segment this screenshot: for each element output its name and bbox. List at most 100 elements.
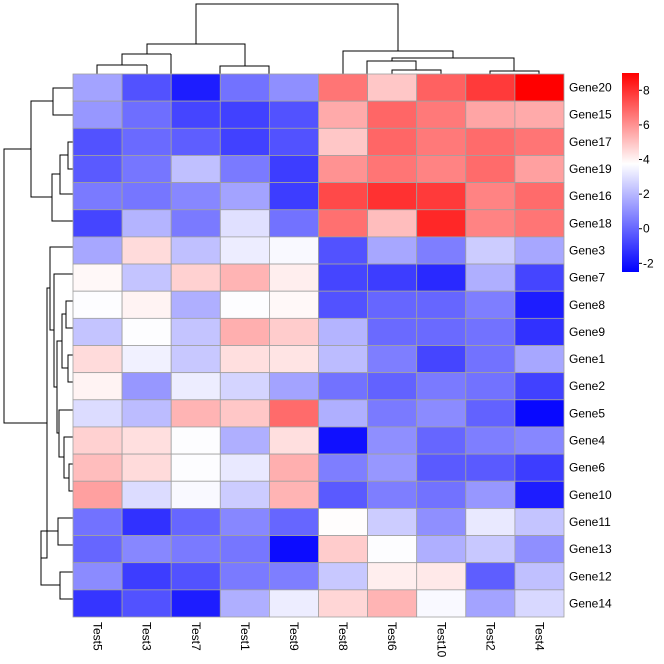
dendro-row-link xyxy=(30,100,53,198)
row-label: Gene9 xyxy=(569,325,605,339)
dendro-col-link xyxy=(146,43,246,66)
heatmap-cell-gene16-test1 xyxy=(219,182,270,211)
heatmap-cell-gene19-test2 xyxy=(465,155,516,183)
heatmap-cell-gene13-test8 xyxy=(318,535,368,564)
heatmap-cell-gene4-test2 xyxy=(465,426,516,455)
heatmap-cell-gene17-test1 xyxy=(219,127,270,156)
row-label: Gene8 xyxy=(569,298,605,312)
heatmap-cell-gene11-test7 xyxy=(170,507,221,536)
row-label: Gene15 xyxy=(569,108,612,122)
heatmap-cell-gene1-test1 xyxy=(219,345,270,374)
heatmap-cell-gene17-test7 xyxy=(170,127,221,156)
heatmap-cell-gene18-test1 xyxy=(219,209,270,238)
heatmap-cell-gene5-test1 xyxy=(219,399,270,428)
heatmap-cells xyxy=(72,73,565,618)
row-label: Gene5 xyxy=(569,406,605,420)
heatmap-cell-gene9-test4 xyxy=(514,317,565,346)
heatmap-cell-gene8-test1 xyxy=(219,290,270,319)
heatmap-cell-gene7-test8 xyxy=(318,263,368,292)
heatmap-cell-gene9-test1 xyxy=(219,317,270,346)
heatmap-cell-gene14-test7 xyxy=(170,589,221,618)
heatmap-cell-gene7-test10 xyxy=(416,263,467,292)
heatmap-cell-gene7-test5 xyxy=(72,263,123,292)
heatmap-cell-gene15-test3 xyxy=(121,100,172,129)
heatmap-cell-gene2-test3 xyxy=(121,372,172,401)
legend-tick-label: 6 xyxy=(643,118,650,132)
heatmap-cell-gene16-test3 xyxy=(121,182,172,211)
heatmap-cell-gene1-test7 xyxy=(170,345,221,374)
heatmap-cell-gene5-test7 xyxy=(170,399,221,428)
heatmap-cell-gene13-test4 xyxy=(514,535,565,564)
heatmap-cell-gene4-test9 xyxy=(268,426,319,455)
legend-tick-label: -2 xyxy=(643,256,654,270)
heatmap-cell-gene6-test1 xyxy=(219,453,270,482)
heatmap-cell-gene6-test3 xyxy=(121,453,172,482)
heatmap-cell-gene10-test7 xyxy=(170,480,221,509)
heatmap-cell-gene10-test4 xyxy=(514,480,565,509)
heatmap-cell-gene12-test6 xyxy=(367,562,418,591)
heatmap-cell-gene12-test4 xyxy=(514,562,565,591)
heatmap-cell-gene20-test4 xyxy=(514,73,565,102)
row-label: Gene2 xyxy=(569,379,605,393)
heatmap-cell-gene6-test6 xyxy=(367,453,418,482)
heatmap-cell-gene17-test4 xyxy=(514,127,565,156)
heatmap-cell-gene15-test10 xyxy=(416,100,467,129)
heatmap-cell-gene16-test6 xyxy=(367,182,418,211)
heatmap-cell-gene14-test6 xyxy=(367,589,418,618)
heatmap-cell-gene4-test10 xyxy=(416,426,467,455)
heatmap-cell-gene8-test2 xyxy=(465,290,516,319)
heatmap-cell-gene1-test10 xyxy=(416,345,467,374)
heatmap-cell-gene1-test5 xyxy=(72,345,123,374)
heatmap-cell-gene17-test3 xyxy=(121,127,172,156)
column-labels: Test5 Test3 Test7 Test1 Test9 Test8 Test6 Test1… xyxy=(91,622,547,658)
heatmap-cell-gene12-test5 xyxy=(72,562,123,591)
heatmap-cell-gene15-test2 xyxy=(465,100,516,129)
heatmap-cell-gene6-test10 xyxy=(416,453,467,482)
heatmap-cell-gene7-test2 xyxy=(465,263,516,292)
heatmap-cell-gene2-test10 xyxy=(416,372,467,401)
heatmap-cell-gene18-test5 xyxy=(72,209,123,238)
heatmap-cell-gene3-test6 xyxy=(367,236,418,265)
heatmap-cell-gene1-test4 xyxy=(514,345,565,374)
heatmap-cell-gene10-test1 xyxy=(219,480,270,509)
legend-tick-label: 0 xyxy=(643,222,650,236)
heatmap-cell-gene16-test10 xyxy=(416,182,467,211)
heatmap-cell-gene17-test5 xyxy=(72,127,123,156)
heatmap-cell-gene8-test9 xyxy=(268,290,319,319)
row-label: Gene7 xyxy=(569,271,605,285)
heatmap-cell-gene12-test7 xyxy=(170,562,221,591)
heatmap-cell-gene16-test2 xyxy=(465,182,516,211)
heatmap-cell-gene8-test4 xyxy=(514,290,565,319)
heatmap-cell-gene12-test1 xyxy=(219,562,270,591)
heatmap-cell-gene11-test10 xyxy=(416,507,467,536)
heatmap-cell-gene13-test7 xyxy=(170,535,221,564)
heatmap-cell-gene13-test5 xyxy=(72,535,123,564)
heatmap-cell-gene12-test10 xyxy=(416,562,467,591)
heatmap-cell-gene13-test10 xyxy=(416,535,467,564)
heatmap-cell-gene20-test1 xyxy=(219,73,270,102)
heatmap-cell-gene11-test2 xyxy=(465,507,516,536)
heatmap-cell-gene14-test3 xyxy=(121,589,172,618)
heatmap-cell-gene20-test5 xyxy=(72,73,123,102)
heatmap-cell-gene13-test3 xyxy=(121,535,172,564)
heatmap-cell-gene4-test8 xyxy=(318,426,368,455)
row-labels: Gene20 Gene15 Gene17 Gene19 Gene16 Gene18 Gene… xyxy=(569,81,612,611)
column-label: Test6 xyxy=(385,622,399,651)
column-label: Test1 xyxy=(238,622,252,651)
dendro-row-link xyxy=(59,571,73,600)
heatmap-cell-gene10-test9 xyxy=(268,480,319,509)
heatmap-cell-gene8-test6 xyxy=(367,290,418,319)
row-label: Gene1 xyxy=(569,352,605,366)
heatmap-cell-gene13-test2 xyxy=(465,535,516,564)
heatmap-cell-gene12-test2 xyxy=(465,562,516,591)
column-dendrogram xyxy=(96,3,540,74)
dendro-row-link xyxy=(65,300,73,329)
heatmap-cell-gene14-test4 xyxy=(514,589,565,618)
heatmap-cell-gene3-test8 xyxy=(318,236,368,265)
heatmap-cell-gene7-test4 xyxy=(514,263,565,292)
heatmap-cell-gene4-test7 xyxy=(170,426,221,455)
heatmap-cell-gene15-test1 xyxy=(219,100,270,129)
dendro-col-link xyxy=(219,65,270,74)
dendro-row-link xyxy=(67,354,73,383)
heatmap-cell-gene9-test2 xyxy=(465,317,516,346)
